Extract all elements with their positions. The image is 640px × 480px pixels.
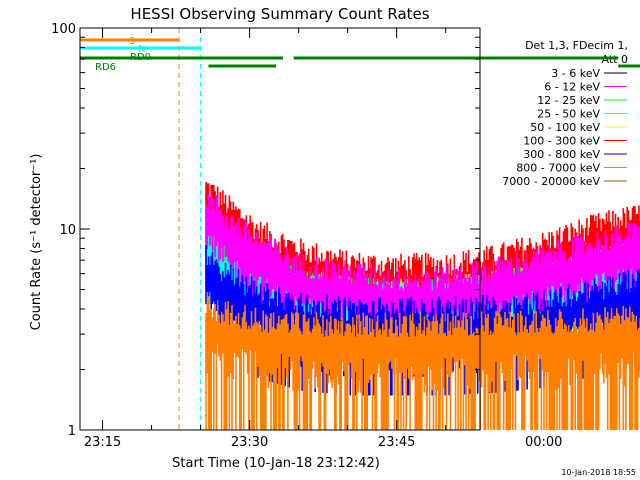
x-tick-label: 23:45: [378, 435, 415, 450]
flag-label-rd6: RD6: [95, 62, 116, 73]
series-band: [205, 296, 640, 430]
flag-bar-n: N: [80, 44, 201, 55]
flag-bar-rd0: RD0: [80, 52, 619, 63]
y-axis-label: Count Rate (s⁻¹ detector⁻¹): [29, 154, 44, 331]
x-tick-label: 23:15: [84, 435, 121, 450]
x-tick-label: 23:30: [231, 435, 268, 450]
y-tick-label: 100: [51, 22, 76, 37]
legend-entry-label: 7000 - 20000 keV: [502, 175, 600, 188]
data-layer: [205, 181, 640, 430]
y-tick-label: 10: [59, 223, 76, 238]
flag-bar-rd6: RD6: [95, 62, 640, 73]
legend-header-line-1: Det 1,3, FDecim 1,: [525, 39, 628, 52]
legend-entry-label: 50 - 100 keV: [530, 121, 600, 134]
x-tick-label: 00:00: [525, 435, 562, 450]
series-800-7000-kev: [205, 296, 640, 430]
flag-label-s: S: [129, 36, 135, 47]
x-axis-label: Start Time (10-Jan-18 23:12:42): [172, 456, 380, 471]
y-tick-label: 1: [68, 424, 76, 439]
chart-title: HESSI Observing Summary Count Rates: [130, 5, 429, 23]
legend-entry-label: 800 - 7000 keV: [516, 162, 600, 175]
flag-label-rd0: RD0: [130, 52, 151, 63]
flag-bar-s: S: [80, 36, 180, 47]
legend-entry-label: 6 - 12 keV: [544, 81, 600, 94]
timestamp: 10-Jan-2018 18:55: [561, 468, 636, 477]
legend-entry-label: 25 - 50 keV: [537, 108, 600, 121]
y-axis-ticks: 1 10 100: [51, 22, 480, 439]
legend-entry-label: 12 - 25 keV: [537, 94, 600, 107]
legend-entry-label: 100 - 300 keV: [523, 135, 600, 148]
legend-entry-label: 300 - 800 keV: [523, 148, 600, 161]
legend-entry-label: 3 - 6 keV: [551, 67, 600, 80]
flag-label-n: N: [138, 44, 145, 55]
